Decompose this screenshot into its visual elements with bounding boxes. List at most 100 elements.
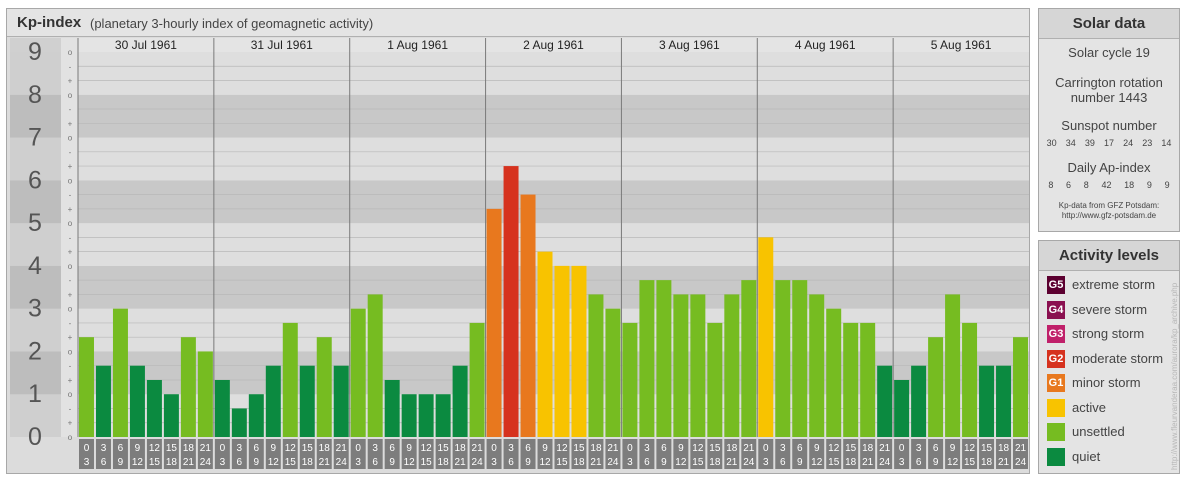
minor-tick-label: + (68, 290, 73, 299)
interval-start-label: 18 (319, 443, 331, 454)
y-tick-label: 1 (28, 380, 42, 408)
interval-end-label: 6 (508, 457, 514, 468)
interval-start-label: 15 (302, 443, 314, 454)
interval-start-label: 0 (355, 443, 361, 454)
ap-value: 8 (1048, 180, 1054, 190)
interval-box (435, 439, 451, 469)
interval-box (758, 439, 774, 469)
kp-bar (435, 394, 451, 437)
kp-bar (928, 337, 944, 437)
interval-end-label: 12 (675, 457, 687, 468)
interval-box (469, 439, 485, 469)
interval-start-label: 9 (542, 443, 548, 454)
interval-start-label: 15 (709, 443, 721, 454)
interval-start-label: 6 (118, 443, 124, 454)
interval-start-label: 12 (556, 443, 568, 454)
minor-tick-label: + (68, 205, 73, 214)
minor-tick-label: + (68, 162, 73, 171)
kp-bar (911, 365, 927, 437)
interval-start-label: 3 (372, 443, 378, 454)
minor-tick-label: o (68, 219, 73, 228)
y-tick-label: 2 (28, 337, 42, 365)
interval-box (809, 439, 825, 469)
y-tick-label: 9 (28, 38, 42, 66)
interval-box (333, 439, 349, 469)
minor-tick-label: o (68, 347, 73, 356)
ap-value: 8 (1083, 180, 1089, 190)
kp-level-band (78, 180, 1029, 224)
interval-box (231, 439, 247, 469)
interval-box (775, 439, 791, 469)
interval-box (79, 439, 94, 469)
interval-end-label: 24 (879, 457, 891, 468)
interval-start-label: 6 (797, 443, 803, 454)
interval-start-label: 3 (101, 443, 107, 454)
kp-bar (622, 322, 638, 437)
sunspot-value: 34 (1065, 138, 1076, 148)
kp-bar (877, 365, 893, 437)
interval-start-label: 15 (845, 443, 857, 454)
kp-bar (843, 322, 859, 437)
y-tick-label: 7 (28, 124, 42, 152)
interval-end-label: 9 (797, 457, 803, 468)
interval-start-label: 9 (814, 443, 820, 454)
y-label-band (10, 265, 61, 309)
legend-swatch: G5 (1047, 276, 1065, 294)
interval-end-label: 6 (916, 457, 922, 468)
interval-end-label: 24 (607, 457, 619, 468)
ap-value: 42 (1101, 180, 1112, 190)
interval-box (673, 439, 689, 469)
y-tick-label: 5 (28, 209, 42, 237)
kp-bar (265, 365, 281, 437)
interval-box (826, 439, 842, 469)
data-source-link[interactable]: http://www.gfz-potsdam.de (1061, 211, 1157, 220)
kp-bar (146, 379, 162, 437)
kp-bar (826, 308, 842, 437)
interval-end-label: 9 (661, 457, 667, 468)
interval-box (265, 439, 281, 469)
minor-tick-label: + (68, 376, 73, 385)
chart-subtitle: (planetary 3-hourly index of geomagnetic… (90, 16, 374, 31)
day-label: 2 Aug 1961 (523, 38, 584, 52)
interval-box (299, 439, 315, 469)
kp-level-band (78, 94, 1029, 138)
sunspot-values: 30 34 39 17 24 23 14 (1039, 138, 1179, 148)
kp-bar (656, 280, 672, 437)
kp-bar (282, 322, 298, 437)
legend-swatch: G4 (1047, 300, 1065, 319)
interval-start-label: 15 (166, 443, 178, 454)
minor-tick-label: - (69, 191, 72, 200)
legend-item-g5: G5 extreme storm (1039, 274, 1179, 299)
kp-bar (180, 337, 196, 437)
minor-tick-label: o (68, 176, 73, 185)
minor-tick-label: o (68, 262, 73, 271)
kp-bar (486, 208, 502, 437)
interval-end-label: 9 (389, 457, 395, 468)
interval-box (911, 439, 927, 469)
minor-tick-label: o (68, 134, 73, 143)
legend-swatch (1047, 447, 1065, 466)
interval-start-label: 9 (271, 443, 277, 454)
interval-end-label: 12 (132, 457, 144, 468)
interval-box (112, 439, 128, 469)
interval-end-label: 6 (237, 457, 243, 468)
interval-box (401, 439, 417, 469)
legend-item-active: active (1039, 397, 1179, 422)
interval-box (248, 439, 264, 469)
interval-box (350, 439, 366, 469)
kp-bar (962, 322, 978, 437)
legend-item-g4: G4 severe storm (1039, 299, 1179, 324)
interval-start-label: 6 (661, 443, 667, 454)
legend-swatch: G2 (1047, 349, 1065, 368)
interval-end-label: 3 (899, 457, 905, 468)
interval-box (1013, 439, 1028, 469)
kp-bar (588, 294, 604, 437)
interval-start-label: 18 (590, 443, 602, 454)
interval-box (537, 439, 553, 469)
legend-label: severe storm (1072, 301, 1148, 317)
interval-end-label: 21 (455, 457, 467, 468)
day-label: 4 Aug 1961 (795, 38, 856, 52)
y-label-band (10, 52, 61, 95)
legend-swatch (1047, 398, 1065, 417)
interval-box (316, 439, 332, 469)
